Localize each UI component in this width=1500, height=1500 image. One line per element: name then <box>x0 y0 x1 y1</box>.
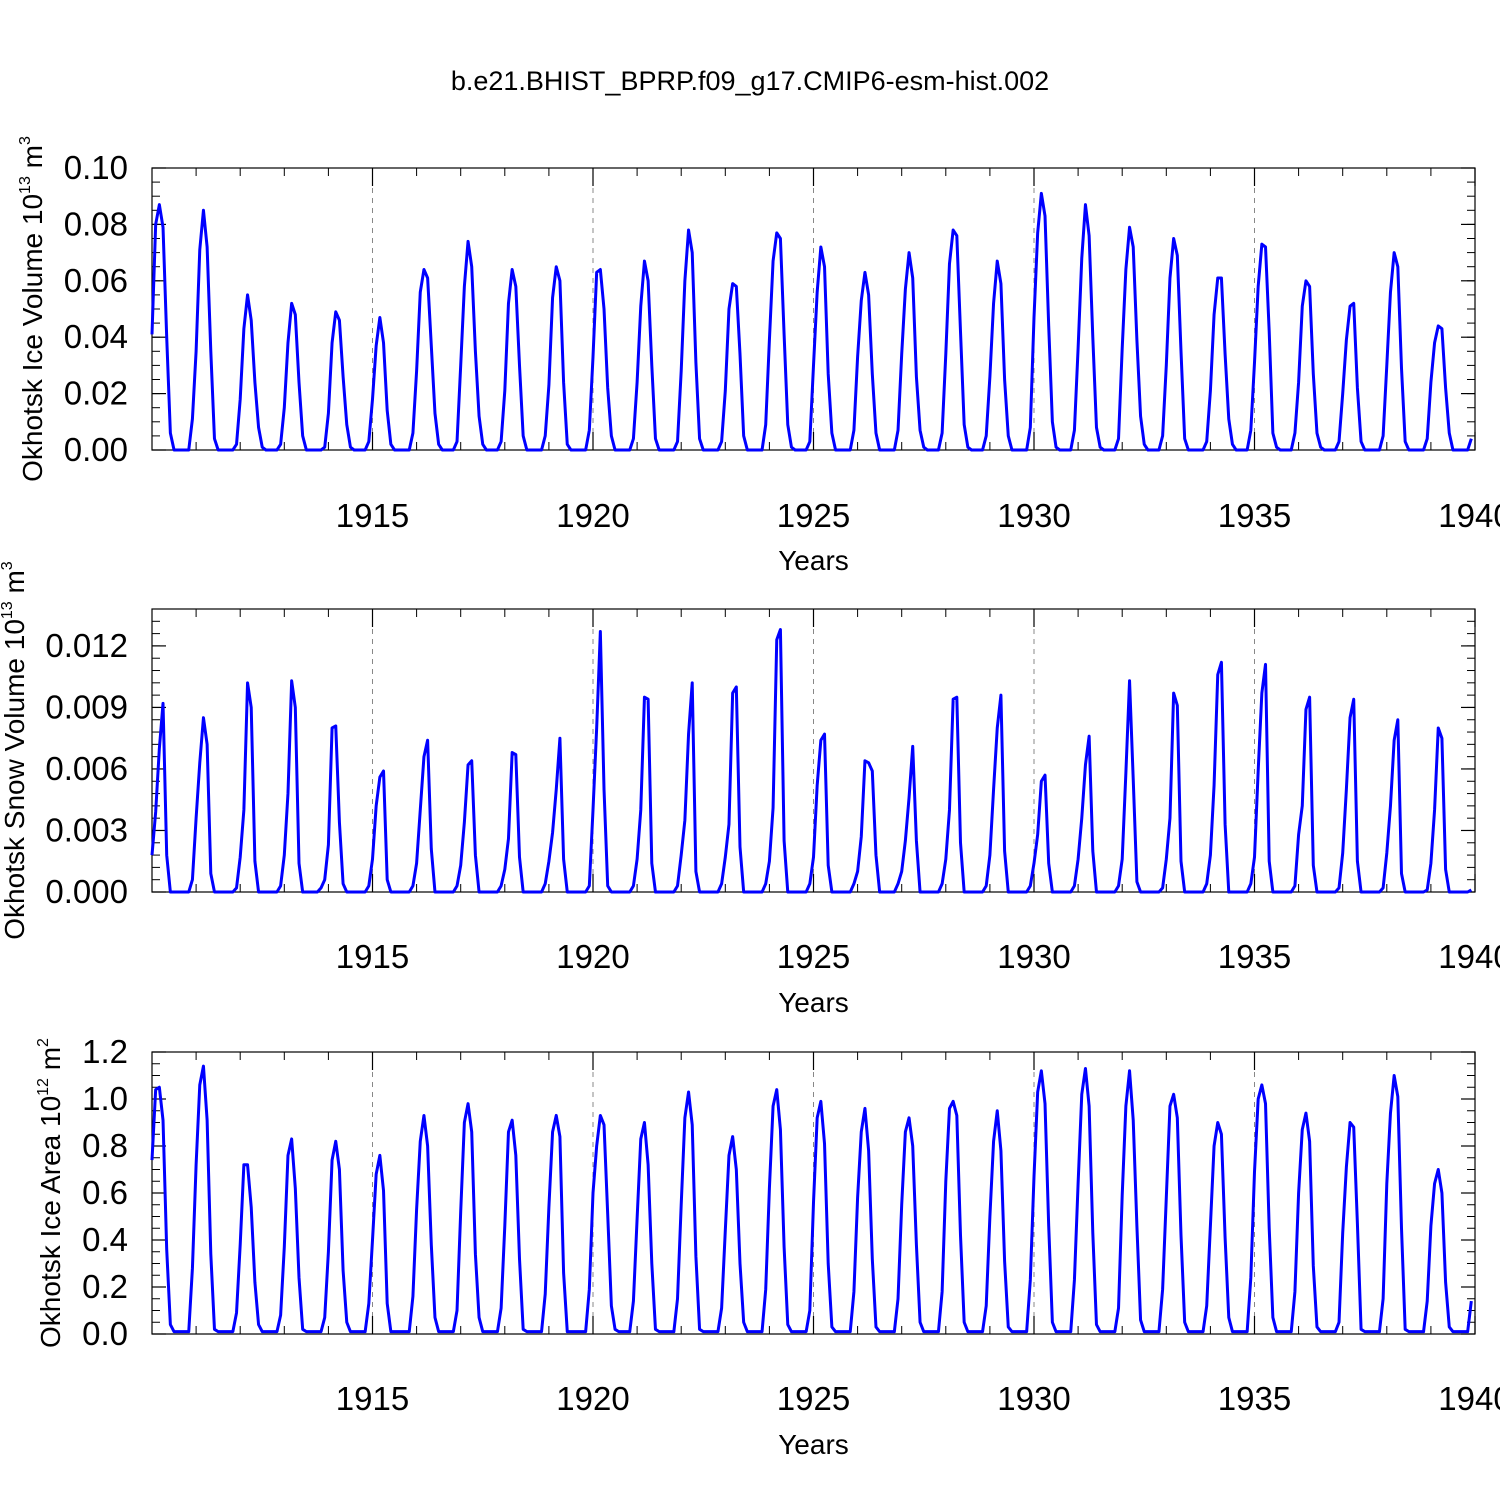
series-line-ice-area <box>150 1064 1473 1334</box>
x-tick-label: 1925 <box>777 497 850 534</box>
y-tick-label: 0.006 <box>45 750 128 787</box>
x-tick-label: 1915 <box>336 497 409 534</box>
y-tick-label: 0.02 <box>64 375 128 412</box>
x-tick-label: 1925 <box>777 938 850 975</box>
x-tick-label: 1920 <box>556 497 629 534</box>
x-axis-label: Years <box>778 987 849 1018</box>
x-tick-label: 1920 <box>556 938 629 975</box>
y-tick-label: 0.000 <box>45 873 128 910</box>
x-tick-label: 1940 <box>1438 497 1500 534</box>
y-tick-label: 0.009 <box>45 688 128 725</box>
x-axis-label: Years <box>778 1429 849 1460</box>
x-tick-label: 1930 <box>997 497 1070 534</box>
panel-ice-volume: 0.00 0.02 0.04 0.06 0.08 0.10 1915 1920 1925 1930… <box>17 136 1500 576</box>
y-tick-label: 0.2 <box>82 1268 128 1305</box>
x-tick-label: 1940 <box>1438 938 1500 975</box>
x-axis-label: Years <box>778 545 849 576</box>
y-tick-label: 0.10 <box>64 149 128 186</box>
x-tick-label: 1930 <box>997 1380 1070 1417</box>
y-axis-label: Okhotsk Snow Volume 1013 m3 <box>0 561 30 940</box>
x-tick-label: 1935 <box>1218 497 1291 534</box>
x-tick-label: 1935 <box>1218 938 1291 975</box>
y-tick-label: 1.2 <box>82 1033 128 1070</box>
y-tick-label: 0.04 <box>64 318 128 355</box>
x-tick-label: 1925 <box>777 1380 850 1417</box>
panel-snow-volume: 0.000 0.003 0.006 0.009 0.012 1915 1920 1925 193… <box>0 561 1500 1018</box>
y-tick-label: 0.003 <box>45 811 128 848</box>
y-tick-label: 0.00 <box>64 431 128 468</box>
y-tick-label: 0.6 <box>82 1174 128 1211</box>
x-tick-label: 1915 <box>336 1380 409 1417</box>
y-tick-label: 0.8 <box>82 1127 128 1164</box>
y-axis-label: Okhotsk Ice Area 1012 m2 <box>35 1038 66 1348</box>
figure-title: b.e21.BHIST_BPRP.f09_g17.CMIP6-esm-hist.… <box>451 66 1049 96</box>
x-tick-label: 1930 <box>997 938 1070 975</box>
x-tick-label: 1920 <box>556 1380 629 1417</box>
series-line-snow-volume <box>150 628 1473 894</box>
y-tick-label: 1.0 <box>82 1080 128 1117</box>
x-tick-label: 1915 <box>336 938 409 975</box>
y-tick-label: 0.08 <box>64 205 128 242</box>
y-axis-label: Okhotsk Ice Volume 1013 m3 <box>17 136 48 482</box>
panel-ice-area: 0.0 0.2 0.4 0.6 0.8 1.0 1.2 1915 1920 1925 1930 193… <box>35 1033 1500 1460</box>
x-tick-label: 1940 <box>1438 1380 1500 1417</box>
x-tick-label: 1935 <box>1218 1380 1291 1417</box>
y-tick-label: 0.4 <box>82 1221 128 1258</box>
series-line-ice-volume <box>150 191 1473 452</box>
y-tick-label: 0.0 <box>82 1315 128 1352</box>
y-tick-label: 0.06 <box>64 262 128 299</box>
y-tick-label: 0.012 <box>45 627 128 664</box>
